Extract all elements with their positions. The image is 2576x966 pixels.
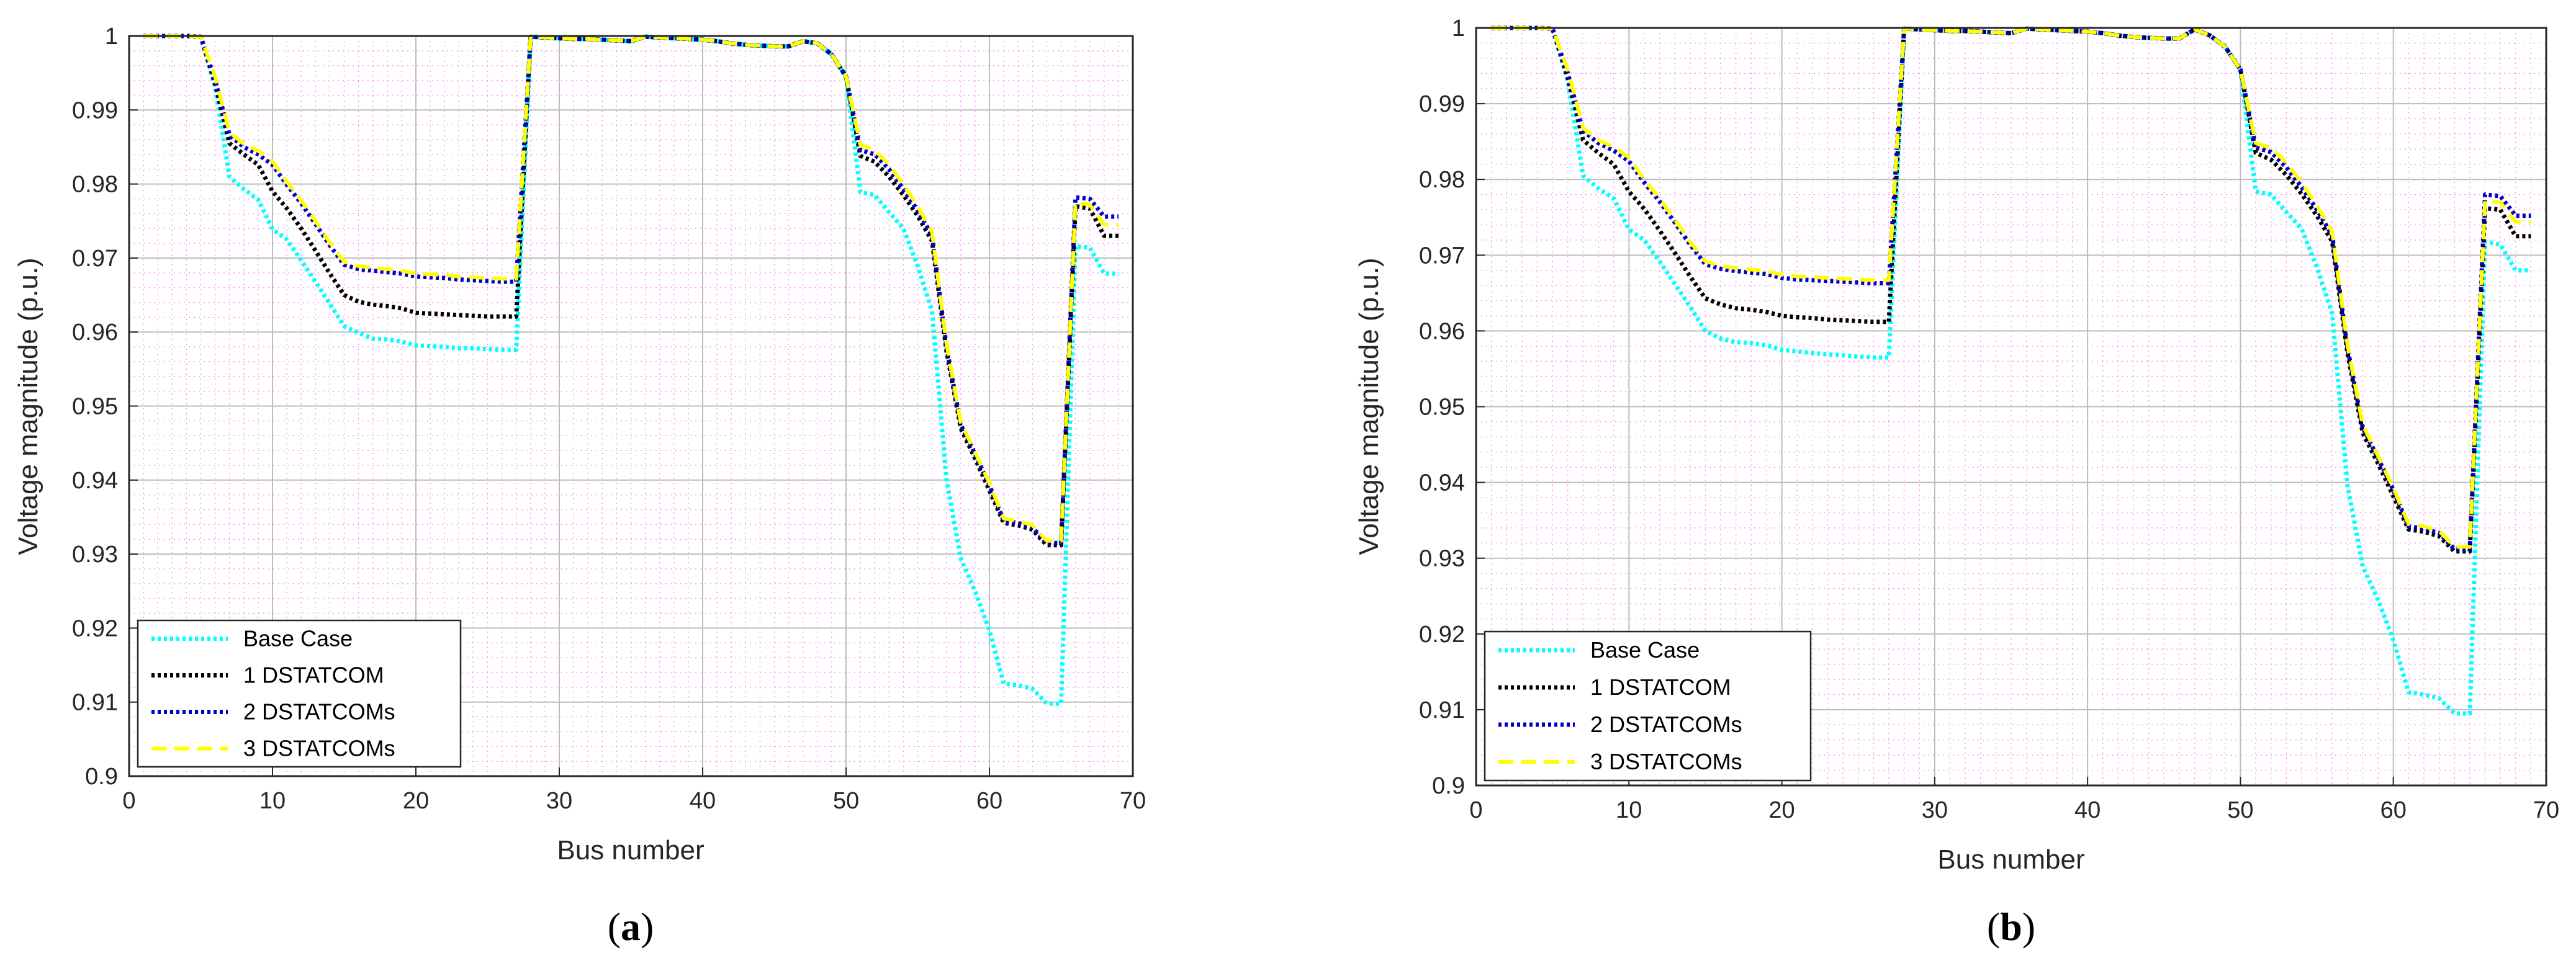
legend-label: 2 DSTATCOMs (243, 699, 395, 725)
y-tick-label: 0.96 (72, 320, 118, 346)
y-tick-label: 1 (1452, 16, 1465, 42)
x-tick-label: 70 (1120, 788, 1146, 814)
y-tick-label: 0.9 (85, 764, 118, 790)
y-tick-label: 0.97 (72, 246, 118, 272)
y-tick-label: 0.91 (72, 690, 118, 716)
x-tick-labels-b: 0 10 20 30 40 50 60 70 (1469, 777, 2559, 823)
y-tick-label: 1 (105, 24, 118, 50)
y-tick-labels-a: 0.9 0.91 0.92 0.93 0.94 0.95 0.96 0.97 0.98 0.99 1 (72, 24, 138, 790)
legend-box-a (137, 619, 462, 768)
x-tick-label: 20 (403, 788, 429, 814)
y-tick-label: 0.99 (72, 97, 118, 123)
y-tick-label: 0.98 (72, 172, 118, 198)
series-group-b (1491, 25, 2531, 716)
legend-label: Base Case (243, 626, 353, 651)
caption-b: (b) (1987, 905, 2035, 949)
y-tick-label: 0.94 (72, 468, 118, 494)
x-tick-label: 60 (976, 788, 1002, 814)
legend-box-b (1484, 630, 1812, 782)
y-tick-label: 0.96 (1419, 318, 1465, 344)
x-tick-label: 10 (259, 788, 286, 814)
x-tick-label: 50 (2227, 797, 2253, 823)
x-tick-label: 30 (546, 788, 572, 814)
legend-label: 1 DSTATCOM (243, 663, 384, 688)
y-tick-label: 0.95 (1419, 395, 1465, 421)
x-tick-label: 40 (690, 788, 716, 814)
series-line-3-dstatcom-a (143, 34, 1119, 543)
y-tick-label: 0.95 (72, 394, 118, 420)
x-tick-label: 10 (1616, 797, 1642, 823)
x-tick-label: 20 (1768, 797, 1795, 823)
y-tick-label: 0.99 (1419, 91, 1465, 117)
legend-label: 3 DSTATCOMs (1590, 749, 1742, 774)
x-tick-label: 70 (2533, 797, 2559, 823)
series-line-2-dstatcom-b (1491, 25, 2531, 552)
series-line-base-case-a (143, 34, 1119, 706)
caption-a: (a) (608, 905, 654, 949)
minor-grid-a (129, 36, 1133, 776)
legend-label: Base Case (1590, 637, 1700, 663)
y-tick-label: 0.93 (1419, 546, 1465, 572)
series-group-a (143, 34, 1119, 706)
chart-panel-b: 0.9 0.91 0.92 0.93 0.94 0.95 0.96 0.97 0.98 0.99 1… (1354, 16, 2559, 949)
series-line-1-dstatcom-b (1491, 25, 2531, 554)
y-axis-label-a: Voltage magnitude (p.u.) (13, 257, 43, 555)
legend-label: 2 DSTATCOMs (1590, 712, 1742, 737)
y-tick-label: 0.97 (1419, 243, 1465, 269)
y-tick-label: 0.94 (1419, 470, 1465, 496)
y-tick-label: 0.98 (1419, 167, 1465, 193)
x-tick-label: 30 (1922, 797, 1948, 823)
x-tick-label: 40 (2074, 797, 2101, 823)
x-tick-label: 0 (122, 788, 135, 814)
legend-label: 1 DSTATCOM (1590, 674, 1731, 700)
y-tick-label: 0.9 (1432, 773, 1465, 799)
y-tick-label: 0.92 (72, 615, 118, 642)
x-tick-labels-a: 0 10 20 30 40 50 60 70 (122, 767, 1146, 814)
x-tick-label: 0 (1469, 797, 1482, 823)
y-tick-label: 0.92 (1419, 622, 1465, 648)
y-tick-label: 0.93 (72, 542, 118, 568)
x-axis-label-b: Bus number (1937, 844, 2084, 875)
x-tick-label: 60 (2380, 797, 2407, 823)
y-tick-labels-b: 0.9 0.91 0.92 0.93 0.94 0.95 0.96 0.97 0.98 0.99 1 (1419, 16, 1485, 799)
series-line-3-dstatcom-b (1491, 26, 2531, 549)
legend-b: Base Case 1 DSTATCOM 2 DSTATCOMs 3 DSTATCOM… (1484, 630, 1812, 782)
series-line-base-case-b (1491, 25, 2531, 716)
y-tick-label: 0.91 (1419, 697, 1465, 723)
legend-a: Base Case 1 DSTATCOM 2 DSTATCOMs 3 DSTATCOM… (137, 619, 462, 768)
legend-label: 3 DSTATCOMs (243, 736, 395, 761)
y-axis-label-b: Voltage magnitude (p.u.) (1354, 257, 1384, 555)
chart-panel-a: 0.9 0.91 0.92 0.93 0.94 0.95 0.96 0.97 0.98 0.99 1… (13, 24, 1146, 949)
x-axis-label-a: Bus number (557, 835, 704, 865)
x-tick-label: 50 (833, 788, 859, 814)
